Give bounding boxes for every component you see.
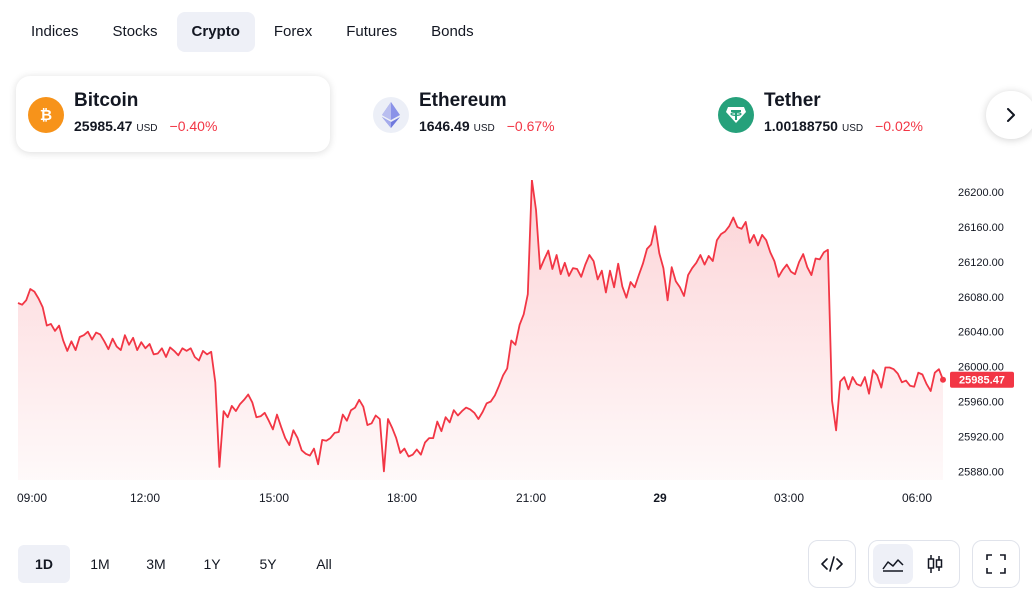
tab-futures[interactable]: Futures [346,23,398,40]
y-tick-label: 26160.00 [958,222,1004,234]
coin-change: −0.40% [169,118,218,134]
range-selector: 1D 1M 3M 1Y 5Y All [18,545,350,583]
x-tick-label: 15:00 [259,491,289,505]
coin-name: Bitcoin [74,90,139,111]
last-price-dot [940,376,946,383]
coin-currency: USD [473,123,495,134]
price-chart[interactable]: 26200.00 26160.00 26120.00 26080.00 26040.00… [0,180,1032,520]
price-area-fill [18,180,943,480]
coin-price: 1646.49 [419,118,470,134]
y-tick-label: 26080.00 [958,292,1004,304]
tab-crypto[interactable]: Crypto [176,12,255,52]
range-all[interactable]: All [316,556,332,572]
coin-name: Tether [764,90,821,111]
candles-chart-button[interactable] [915,544,955,584]
area-chart-button[interactable] [873,544,913,584]
y-tick-label: 26000.00 [958,362,1004,374]
y-tick-label: 26040.00 [958,327,1004,339]
x-tick-label: 18:00 [387,491,417,505]
x-tick-label: 21:00 [516,491,546,505]
tab-stocks[interactable]: Stocks [112,23,158,40]
symbol-card-bitcoin[interactable]: ₿ Bitcoin 25985.47 USD −0.40% [16,76,330,152]
tab-bonds[interactable]: Bonds [431,23,474,40]
symbol-card-tether[interactable]: Tether 1.00188750 USD −0.02% [706,76,1020,152]
last-price-badge [950,371,1014,388]
market-tabs: Indices Stocks Crypto Forex Futures Bond… [16,12,489,52]
x-tick-label: 12:00 [130,491,160,505]
coin-price: 25985.47 [74,118,133,134]
x-tick-label: 06:00 [902,491,932,505]
coin-name: Ethereum [419,90,507,111]
svg-text:₿: ₿ [40,106,52,124]
price-line [17,180,944,473]
y-tick-label: 25880.00 [958,466,1004,478]
y-tick-label: 25920.00 [958,431,1004,443]
x-tick-label: 09:00 [17,491,47,505]
y-tick-label: 26200.00 [958,187,1004,199]
y-tick-label: 26120.00 [958,257,1004,269]
coin-currency: USD [841,123,864,134]
coin-price: 1.00188750 [764,118,838,134]
coin-change: −0.67% [506,118,555,134]
range-1m[interactable]: 1M [90,556,110,572]
fullscreen-icon [986,554,1006,574]
symbol-card-ethereum[interactable]: Ethereum 1646.49 USD −0.67% [361,76,675,152]
bitcoin-icon: ₿ [28,97,64,133]
chart-style-toggle [868,540,960,588]
fullscreen-button[interactable] [972,540,1020,588]
ethereum-icon [373,97,409,133]
candlestick-icon [927,555,943,573]
tab-indices[interactable]: Indices [31,23,79,40]
x-tick-label: 03:00 [774,491,804,505]
coin-currency: USD [136,123,158,134]
last-price-label: 25985.47 [959,375,1005,387]
range-1d[interactable]: 1D [18,545,70,583]
range-5y[interactable]: 5Y [259,556,277,572]
embed-code-button[interactable] [808,540,856,588]
coin-change: −0.02% [875,118,923,134]
x-tick-label: 29 [653,491,667,505]
code-icon [821,556,843,572]
tab-forex[interactable]: Forex [273,23,313,40]
tether-icon [718,97,754,133]
next-symbols-button[interactable] [986,91,1032,139]
area-chart-icon [882,559,904,572]
range-1y[interactable]: 1Y [203,556,221,572]
chevron-right-icon [1007,108,1015,122]
symbol-cards: ₿ Bitcoin 25985.47 USD −0.40% Ethereum 1… [16,76,1016,152]
range-3m[interactable]: 3M [146,556,166,572]
y-tick-label: 25960.00 [958,397,1004,409]
